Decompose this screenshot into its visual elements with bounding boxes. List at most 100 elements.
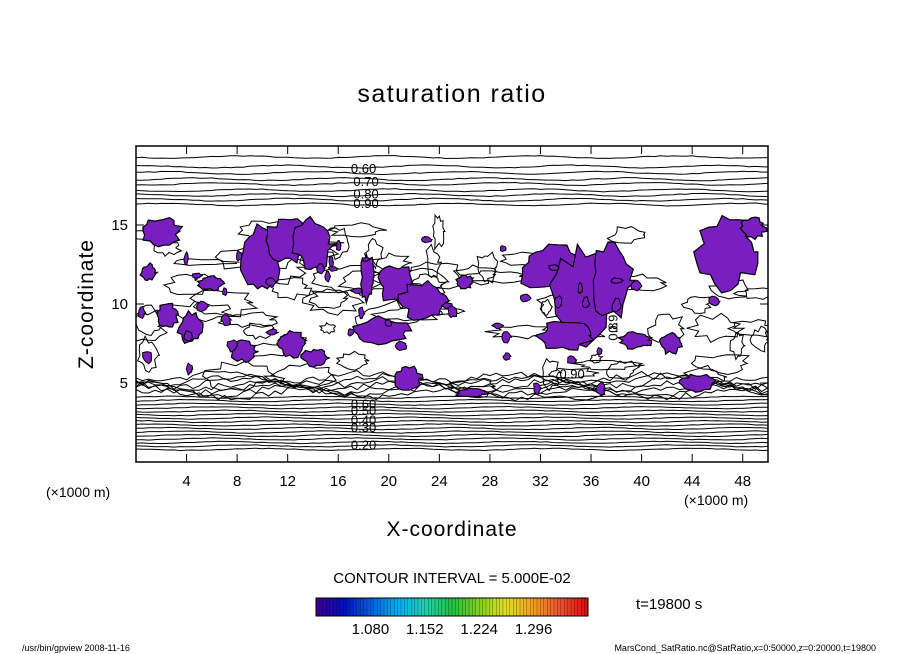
shaded-region (658, 331, 683, 356)
time-label: t=19800 s (636, 596, 702, 613)
colorbar-segment (448, 597, 453, 617)
shaded-speck (519, 293, 532, 303)
colorbar-segment (550, 597, 555, 617)
contour-line-lower (136, 444, 768, 448)
colorbar-segment (332, 597, 337, 617)
colorbar-segment (397, 597, 402, 617)
contour-line-band (136, 387, 768, 402)
shaded-speck (191, 272, 203, 279)
contour-loop (726, 319, 768, 338)
colorbar-segment (462, 597, 467, 617)
y-tick-label: 10 (111, 296, 128, 313)
shaded-region (360, 251, 375, 306)
contour-loop (242, 322, 275, 340)
colorbar-segment (533, 597, 538, 617)
contour-loop (729, 332, 746, 361)
contour-loop (308, 288, 349, 309)
colorbar-segment (455, 597, 460, 617)
colorbar-segment (394, 597, 399, 617)
colorbar-segment (407, 597, 412, 617)
colorbar-segment (499, 597, 504, 617)
contour-loop (680, 296, 714, 315)
colorbar-segment (479, 597, 484, 617)
shaded-speck (501, 331, 513, 344)
shaded-speck (567, 355, 578, 364)
colorbar-segment (339, 597, 344, 617)
shaded-speck (490, 322, 505, 329)
x-axis-ticks: 4 8 12 16 20 24 28 32 36 40 44 48 (182, 146, 751, 490)
contour-line-band (136, 379, 768, 393)
contour-label: 0.90 (559, 367, 584, 382)
shaded-speck (358, 306, 366, 320)
colorbar-segment (536, 597, 541, 617)
colorbar-segment (383, 597, 388, 617)
contour-loop (189, 289, 259, 318)
shaded-speck (610, 277, 625, 284)
shaded-speck (581, 295, 591, 309)
contour-label: 0.30 (351, 420, 376, 435)
contour-loop (337, 268, 391, 296)
contour-loop (476, 251, 499, 284)
x-tick-label: 32 (532, 473, 549, 490)
shaded-region (397, 279, 452, 321)
colorbar-segment (523, 597, 528, 617)
shaded-speck (553, 294, 563, 309)
shaded-speck (196, 300, 211, 313)
contour-line-upper (136, 202, 768, 207)
upper-contour-lines (136, 155, 768, 207)
contour-line-lower (136, 405, 768, 410)
contour-line-upper (136, 181, 768, 187)
contour-line-upper (136, 188, 768, 193)
colorbar-segment (428, 597, 433, 617)
contour-line-lower (136, 402, 768, 406)
contour-line-upper (136, 192, 768, 198)
colorbar-segment (373, 597, 378, 617)
shaded-speck (183, 329, 193, 342)
contour-label: 0.60 (351, 397, 376, 412)
x-tick-label: 44 (684, 473, 701, 490)
shaded-region (455, 274, 474, 290)
shaded-region (678, 373, 717, 393)
colorbar-segment (424, 597, 429, 617)
colorbar-segment (472, 597, 477, 617)
shaded-region (300, 348, 331, 368)
contour-loop (327, 222, 388, 238)
contour-label: 0.40 (351, 412, 376, 427)
shaded-speck (611, 297, 623, 313)
x-tick-label: 40 (633, 473, 650, 490)
shaded-speck (502, 352, 512, 361)
contour-line-lower (136, 423, 768, 427)
contour-labels: 0.600.700.800.900.900.600.500.400.300.20… (351, 161, 621, 453)
colorbar-segment (547, 597, 552, 617)
contour-label: 0.90 (353, 196, 378, 211)
shaded-speck (222, 287, 228, 297)
colorbar-segment (438, 597, 443, 617)
contour-label: 0.9 (606, 315, 621, 333)
contour-loop (732, 287, 768, 300)
shaded-speck (226, 339, 239, 353)
y-tick-label: 5 (120, 375, 128, 392)
contour-loop (749, 325, 768, 353)
contour-line-lower (136, 413, 768, 417)
shaded-speck (335, 239, 342, 252)
colorbar-segment (482, 597, 487, 617)
shaded-speck (324, 270, 332, 283)
shaded-region (352, 315, 413, 346)
colorbar-segment (577, 597, 582, 617)
contour-line-band (136, 383, 768, 399)
shaded-speck (138, 305, 147, 320)
shaded-speck (235, 249, 243, 262)
shaded-speck (220, 313, 233, 327)
colorbar-segment (322, 597, 327, 617)
colorbar-segment (343, 597, 348, 617)
footer-right: MarsCond_SatRatio.nc@SatRatio,x=0:50000,… (614, 643, 876, 653)
shaded-speck (316, 262, 326, 275)
x-tick-label: 8 (233, 473, 241, 490)
colorbar-segment (417, 597, 422, 617)
x-tick-label: 20 (380, 473, 397, 490)
colorbar-segment (540, 597, 545, 617)
x-tick-label: 4 (182, 473, 190, 490)
contour-loop (269, 361, 337, 389)
shaded-region (142, 216, 184, 248)
